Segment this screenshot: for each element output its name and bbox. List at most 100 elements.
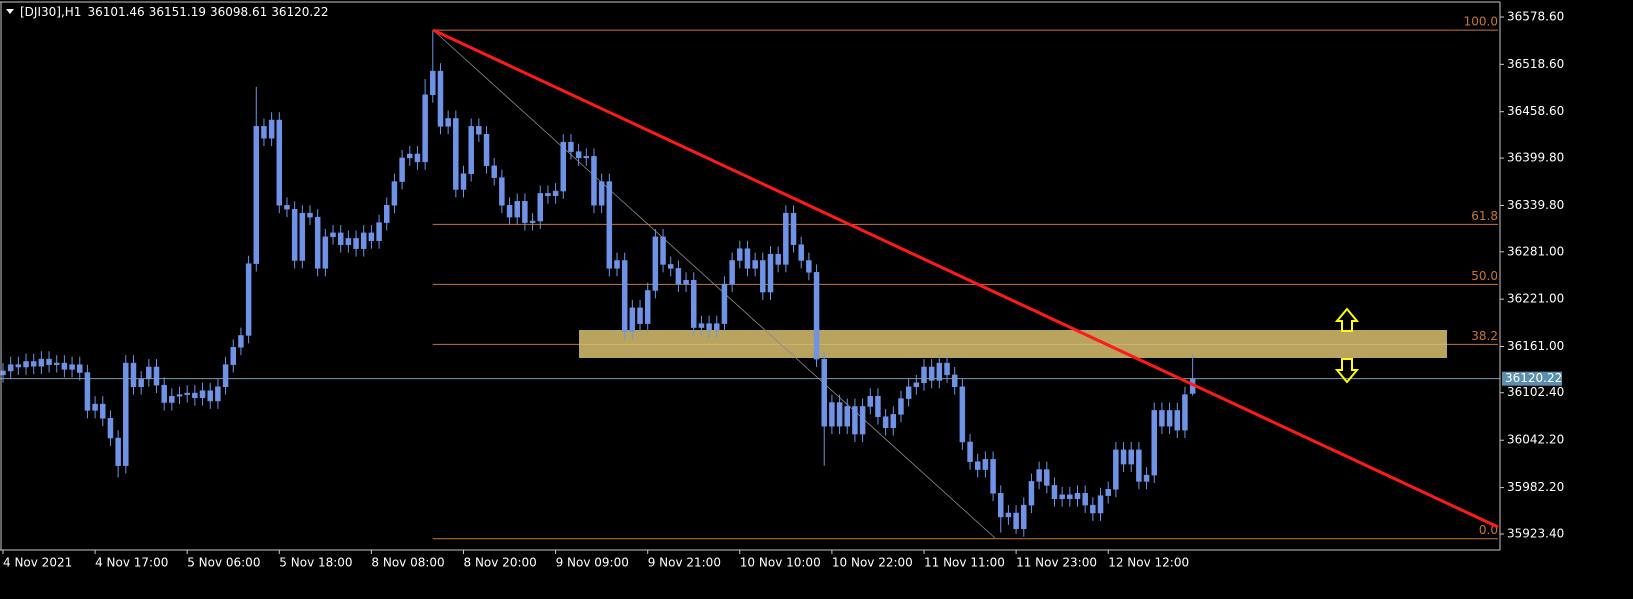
- candle-body: [583, 156, 590, 159]
- candle-body: [1028, 481, 1035, 506]
- candle-body: [760, 260, 766, 293]
- candle-body: [1005, 512, 1012, 518]
- candle-body: [568, 141, 574, 152]
- candle-body: [990, 459, 996, 494]
- candle-body: [844, 406, 850, 427]
- candle-body: [775, 253, 781, 265]
- candle-body: [245, 263, 252, 336]
- symbol-name: [DJI30],H1: [20, 5, 81, 19]
- candle-body: [1159, 410, 1165, 427]
- candle-body: [330, 232, 336, 238]
- candle-body: [430, 70, 436, 96]
- candle-body: [360, 232, 367, 249]
- candle-body: [199, 390, 206, 399]
- x-tick-label: 10 Nov 22:00: [832, 556, 913, 570]
- candle-body: [644, 290, 651, 324]
- candle-body: [660, 236, 666, 265]
- candle-body: [353, 238, 359, 249]
- candle-body: [261, 126, 267, 139]
- x-tick-label: 4 Nov 17:00: [95, 556, 168, 570]
- x-tick-label: 5 Nov 18:00: [279, 556, 352, 570]
- candle-body: [537, 193, 543, 222]
- candle-body: [107, 418, 114, 439]
- candle-body: [468, 126, 474, 174]
- candle-body: [1021, 504, 1027, 530]
- candle-body: [1174, 410, 1181, 431]
- candle-body: [729, 260, 735, 285]
- candle-body: [169, 395, 175, 403]
- candle-body: [1166, 410, 1173, 427]
- candle-body: [92, 403, 98, 411]
- candle-body: [314, 216, 321, 269]
- candle-body: [299, 212, 306, 261]
- header: [DJI30],H1 36101.46 36151.19 36098.61 36120.…: [6, 5, 329, 19]
- candle-body: [836, 402, 843, 427]
- candle-body: [1013, 512, 1019, 530]
- candle-body: [1151, 410, 1157, 476]
- candle-body: [852, 406, 858, 435]
- arrow-up: [1334, 307, 1360, 332]
- candle-body: [944, 362, 950, 376]
- candle-body: [529, 220, 536, 223]
- fib-diagonal: [432, 29, 996, 539]
- candle-body: [821, 358, 827, 427]
- candle-body: [61, 362, 68, 370]
- fib-label: 61.8: [1471, 209, 1498, 223]
- x-tick-label: 5 Nov 06:00: [187, 556, 260, 570]
- candle-body: [744, 248, 751, 269]
- candle-body: [153, 366, 160, 386]
- candle-body: [1067, 494, 1073, 500]
- candle-body: [422, 94, 428, 163]
- zone: [579, 330, 1447, 358]
- fib-label: 100.0: [1464, 15, 1498, 29]
- candle-body: [867, 395, 874, 407]
- x-tick-label: 11 Nov 23:00: [1016, 556, 1097, 570]
- candle-body: [606, 181, 613, 269]
- candle-body: [721, 283, 728, 324]
- candle-body: [737, 248, 743, 261]
- candle-body: [384, 205, 390, 223]
- candle-body: [1143, 474, 1150, 482]
- candle-body: [100, 403, 106, 419]
- candle-body: [192, 392, 198, 399]
- candle-body: [783, 212, 789, 265]
- candle-body: [1044, 469, 1050, 486]
- candle-body: [598, 181, 605, 206]
- fib-label: 0.0: [1479, 523, 1498, 537]
- y-tick-label: 36161.00: [1507, 339, 1564, 353]
- candle-body: [176, 394, 183, 397]
- y-tick-label: 36042.20: [1507, 433, 1564, 447]
- y-tick-label: 36399.80: [1507, 151, 1564, 165]
- x-tick-label: 8 Nov 20:00: [464, 556, 537, 570]
- y-tick-label: 36102.40: [1507, 385, 1564, 399]
- candle-body: [499, 177, 505, 206]
- candle-body: [215, 386, 221, 402]
- candle-body: [905, 386, 912, 399]
- x-tick-label: 9 Nov 21:00: [648, 556, 721, 570]
- candle-body: [545, 193, 551, 197]
- trend-line: [432, 28, 1499, 529]
- y-tick-label: 36518.60: [1507, 57, 1564, 71]
- candle-body: [1136, 449, 1142, 482]
- candle-body: [368, 232, 375, 242]
- candle-body: [898, 398, 904, 415]
- candle-body: [53, 362, 60, 365]
- x-tick-label: 4 Nov 2021: [3, 556, 72, 570]
- candle-body: [1090, 504, 1096, 514]
- candle-body: [706, 323, 712, 331]
- candle-body: [575, 151, 582, 159]
- x-tick-label: 9 Nov 09:00: [556, 556, 629, 570]
- candle-body: [414, 153, 421, 163]
- candle-body: [460, 173, 467, 190]
- candle-body: [15, 364, 22, 368]
- candle-body: [437, 70, 444, 127]
- candle-body: [560, 141, 567, 192]
- candle-body: [253, 126, 260, 264]
- x-tick-label: 8 Nov 08:00: [371, 556, 444, 570]
- candle-body: [813, 272, 820, 360]
- candle-body: [859, 406, 866, 435]
- header-arrow: [6, 9, 14, 14]
- candle-body: [998, 493, 1004, 518]
